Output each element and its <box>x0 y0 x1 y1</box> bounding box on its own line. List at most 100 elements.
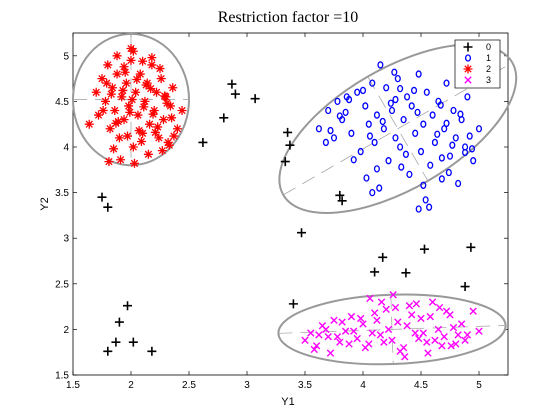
point-series-3-9 <box>353 334 361 343</box>
point-series-2-4 <box>100 96 110 106</box>
point-series-3-64 <box>424 349 432 357</box>
point-series-3-56 <box>442 307 451 315</box>
legend-box <box>454 39 501 89</box>
point-series-0-22 <box>401 268 411 278</box>
point-series-2-42 <box>141 80 151 90</box>
point-series-2-15 <box>126 55 136 65</box>
point-series-1-25 <box>408 102 415 110</box>
point-series-3-23 <box>434 325 443 334</box>
point-series-0-18 <box>335 190 345 200</box>
point-series-2-13 <box>121 78 131 88</box>
point-series-2-23 <box>145 119 155 129</box>
point-series-2-53 <box>146 84 156 94</box>
legend-label-3: 3 <box>486 75 491 85</box>
point-series-1-24 <box>406 170 413 179</box>
point-series-0-11 <box>230 89 240 99</box>
point-series-3-38 <box>391 303 400 312</box>
point-series-3-29 <box>469 307 477 315</box>
ellipse-minor-axis-2 <box>390 294 394 365</box>
point-series-3-4 <box>324 333 332 341</box>
point-series-2-16 <box>128 142 138 152</box>
point-series-1-61 <box>327 126 334 135</box>
point-series-0-13 <box>280 157 290 167</box>
point-series-1-47 <box>322 138 329 147</box>
point-series-2-61 <box>164 140 174 150</box>
point-series-3-62 <box>377 298 386 306</box>
point-series-0-16 <box>288 299 298 309</box>
point-series-0-24 <box>460 282 470 292</box>
legend-marker-1 <box>464 54 472 62</box>
point-series-3-8 <box>347 312 356 321</box>
point-series-0-25 <box>466 242 476 252</box>
point-series-1-62 <box>346 95 353 104</box>
point-series-2-8 <box>110 106 120 116</box>
point-series-2-70 <box>147 53 157 63</box>
point-series-1-73 <box>397 84 404 93</box>
point-series-2-59 <box>136 137 146 147</box>
point-series-3-35 <box>356 314 365 323</box>
point-series-1-19 <box>392 134 399 142</box>
point-series-2-72 <box>138 56 148 66</box>
point-series-1-64 <box>379 117 386 126</box>
point-series-3-48 <box>350 327 358 335</box>
x-axis-title: Y1 <box>281 396 294 408</box>
point-series-1-54 <box>398 163 405 171</box>
point-series-2-21 <box>140 96 150 106</box>
series-3 <box>301 291 483 361</box>
point-series-2-25 <box>149 106 159 116</box>
point-series-1-50 <box>359 86 367 95</box>
point-series-1-63 <box>363 174 370 182</box>
point-series-1-16 <box>383 84 390 92</box>
point-series-1-7 <box>354 88 361 96</box>
y-tick-label-2: 2.5 <box>55 279 69 290</box>
point-series-2-54 <box>153 122 163 132</box>
point-series-3-65 <box>447 342 455 350</box>
point-series-3-28 <box>463 331 472 339</box>
point-series-1-3 <box>334 97 341 106</box>
point-series-1-53 <box>387 99 394 107</box>
point-series-1-70 <box>449 141 456 149</box>
point-series-2-68 <box>128 46 138 56</box>
point-series-2-29 <box>158 115 168 125</box>
x-tick-label-3: 3 <box>244 380 250 391</box>
point-series-1-10 <box>365 120 372 128</box>
point-series-2-51 <box>132 75 142 85</box>
point-series-1-79 <box>415 205 422 213</box>
point-series-0-6 <box>128 337 138 347</box>
point-series-2-2 <box>94 110 104 120</box>
point-series-1-41 <box>455 179 462 188</box>
point-series-2-19 <box>135 69 145 79</box>
x-tick-label-2: 2.5 <box>182 380 196 391</box>
y-tick-label-4: 3.5 <box>55 188 69 199</box>
point-series-2-31 <box>163 137 173 147</box>
point-series-1-45 <box>470 157 477 165</box>
point-series-3-30 <box>475 327 483 335</box>
point-series-1-20 <box>394 74 401 83</box>
point-series-2-55 <box>160 91 170 101</box>
point-series-3-45 <box>315 331 323 339</box>
point-series-3-55 <box>431 336 439 345</box>
point-series-1-71 <box>336 112 343 120</box>
ellipse-series-3 <box>277 293 507 366</box>
y-tick-label-3: 3 <box>63 234 69 245</box>
point-series-2-58 <box>123 131 133 141</box>
point-series-3-57 <box>454 331 462 339</box>
point-series-3-0 <box>301 336 309 345</box>
point-series-3-15 <box>388 336 396 345</box>
point-series-3-46 <box>326 349 335 357</box>
data-points <box>84 44 483 361</box>
point-series-3-19 <box>411 329 419 337</box>
point-series-2-56 <box>167 113 177 123</box>
point-series-0-19 <box>337 196 347 206</box>
point-series-3-20 <box>417 314 425 323</box>
point-series-3-49 <box>361 343 370 352</box>
point-series-2-3 <box>97 74 107 84</box>
point-series-3-10 <box>359 320 367 328</box>
point-series-2-11 <box>117 92 127 102</box>
point-series-1-68 <box>426 203 433 211</box>
point-series-1-31 <box>427 161 434 169</box>
point-series-2-28 <box>156 74 166 84</box>
x-tick-label-7: 5 <box>476 380 482 391</box>
point-series-3-60 <box>412 300 421 308</box>
